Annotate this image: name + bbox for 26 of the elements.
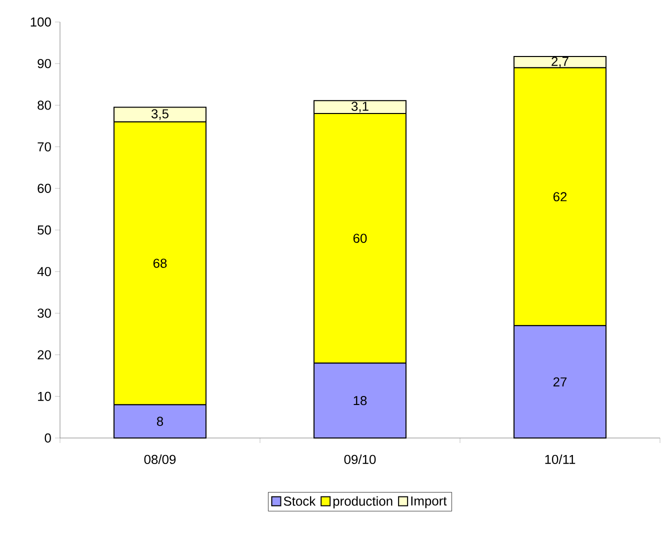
y-tick-label: 100 [30, 17, 51, 27]
data-label: 2,7 [552, 56, 568, 68]
y-tick-label: 20 [38, 350, 51, 360]
data-label: 3,1 [352, 102, 368, 112]
data-label: 60 [353, 234, 367, 243]
y-tick-label: 70 [38, 142, 51, 152]
legend-label: Import [411, 496, 447, 508]
data-label: 3,5 [152, 109, 168, 120]
data-label: 18 [354, 396, 367, 406]
data-label: 8 [156, 416, 164, 426]
y-tick-label: 10 [38, 392, 51, 401]
data-label: 68 [153, 258, 167, 268]
y-tick-label: 50 [38, 225, 51, 235]
y-tick-label: 0 [44, 433, 51, 443]
data-label: 62 [553, 192, 567, 202]
legend-label: Stock [284, 496, 316, 506]
x-tick-label: 10/11 [545, 454, 576, 464]
y-tick-label: 30 [38, 308, 51, 318]
x-tick-label: 08/09 [144, 454, 176, 464]
y-tick-label: 60 [38, 184, 51, 193]
y-tick-label: 80 [38, 100, 51, 110]
legend-label: production [333, 496, 392, 508]
y-tick-label: 90 [38, 59, 51, 68]
y-tick-label: 40 [37, 267, 51, 276]
x-tick-label: 09/10 [344, 454, 376, 464]
data-label: 27 [553, 377, 567, 386]
